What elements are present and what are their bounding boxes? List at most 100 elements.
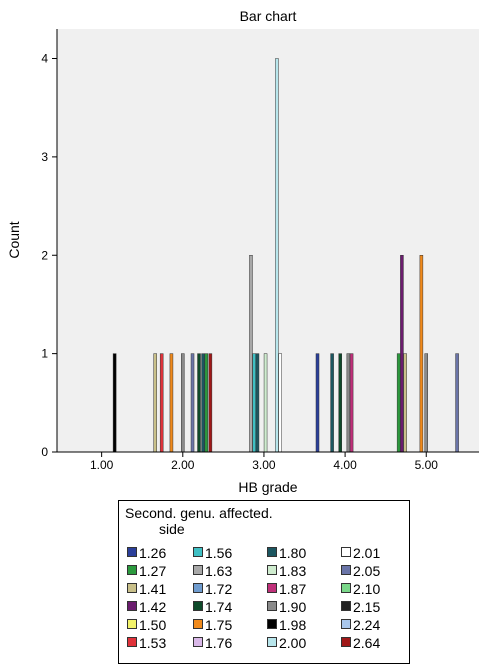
legend-item: 2.24 xyxy=(341,618,380,632)
bar-1-41 xyxy=(403,353,407,453)
legend-title-line-2: side xyxy=(159,521,185,537)
legend-label: 2.05 xyxy=(353,563,381,579)
bar-1-98 xyxy=(112,353,117,453)
legend-item: 1.76 xyxy=(193,636,232,650)
x-axis-label: HB grade xyxy=(238,479,297,495)
legend-label: 1.76 xyxy=(205,635,233,651)
bar-1-75 xyxy=(419,255,424,453)
bar-1-83 xyxy=(263,353,268,453)
legend-swatch xyxy=(127,619,137,629)
legend-item: 2.00 xyxy=(267,636,306,650)
legend-swatch xyxy=(341,601,351,611)
legend-swatch xyxy=(267,547,277,557)
legend-label: 2.24 xyxy=(353,617,381,633)
legend-swatch xyxy=(193,547,203,557)
legend-swatch xyxy=(193,619,203,629)
legend-title: Second. genu. affected. side xyxy=(125,505,325,537)
bar-1-42 xyxy=(400,255,404,453)
y-tick-label: 4 xyxy=(41,52,48,66)
bar-2-05 xyxy=(455,353,459,453)
legend-swatch xyxy=(127,601,137,611)
legend-label: 2.00 xyxy=(279,635,307,651)
legend-label: 1.50 xyxy=(139,617,167,633)
legend-swatch xyxy=(341,583,351,593)
legend-label: 2.15 xyxy=(353,599,381,615)
legend-item: 1.42 xyxy=(127,600,166,614)
x-tick-label: 2.00 xyxy=(171,458,195,472)
y-tick-label: 3 xyxy=(41,150,48,164)
bar-2-64 xyxy=(208,353,213,453)
legend-swatch xyxy=(193,565,203,575)
legend-item: 2.15 xyxy=(341,600,380,614)
bar-1-63 xyxy=(249,255,253,453)
bar-1-74 xyxy=(338,353,342,453)
legend-label: 2.64 xyxy=(353,635,381,651)
bar-2-01 xyxy=(278,353,282,453)
legend-label: 1.74 xyxy=(205,599,233,615)
legend-item: 1.90 xyxy=(267,600,306,614)
legend-swatch xyxy=(193,583,203,593)
legend-item: 1.72 xyxy=(193,582,232,596)
legend-label: 2.10 xyxy=(353,581,381,597)
legend-swatch xyxy=(341,619,351,629)
legend-label: 1.63 xyxy=(205,563,233,579)
legend-title-line-1: Second. genu. affected. xyxy=(125,505,273,521)
legend-label: 2.01 xyxy=(353,545,381,561)
legend-swatch xyxy=(341,637,351,647)
bar-1-26 xyxy=(315,353,320,453)
legend-item: 1.87 xyxy=(267,582,306,596)
bar-1-27 xyxy=(396,353,401,453)
legend-item: 1.98 xyxy=(267,618,306,632)
legend-label: 1.80 xyxy=(279,545,307,561)
legend: Second. genu. affected. side 1.26 1.27 1.4… xyxy=(118,500,410,664)
x-ticks-group: 1.00 2.00 3.00 4.00 5.00 xyxy=(90,452,438,472)
legend-label: 1.90 xyxy=(279,599,307,615)
legend-label: 1.83 xyxy=(279,563,307,579)
legend-label: 1.87 xyxy=(279,581,307,597)
bar-2-00 xyxy=(275,58,279,453)
legend-item: 2.05 xyxy=(341,564,380,578)
legend-swatch xyxy=(127,547,137,557)
plot-area xyxy=(57,29,479,452)
legend-item: 1.27 xyxy=(127,564,166,578)
legend-swatch xyxy=(127,637,137,647)
legend-swatch xyxy=(267,565,277,575)
legend-swatch xyxy=(193,637,203,647)
legend-item: 1.50 xyxy=(127,618,166,632)
bar-1-90 xyxy=(424,353,428,453)
legend-item: 1.26 xyxy=(127,546,166,560)
bar-chart: Bar chart 0 1 2 3 4 1.00 2.00 3.00 4.00 5.00 HB … xyxy=(6,8,479,495)
bar-1-74 xyxy=(197,353,201,453)
bar-1-80 xyxy=(330,353,334,453)
legend-swatch xyxy=(267,601,277,611)
legend-item: 2.01 xyxy=(341,546,380,560)
legend-item: 2.10 xyxy=(341,582,380,596)
chart-title: Bar chart xyxy=(240,8,297,24)
legend-item: 1.41 xyxy=(127,582,166,596)
legend-label: 1.75 xyxy=(205,617,233,633)
legend-swatch xyxy=(267,619,277,629)
y-tick-label: 2 xyxy=(41,248,48,262)
bar-1-53 xyxy=(159,353,164,453)
x-tick-label: 5.00 xyxy=(415,458,439,472)
legend-label: 1.72 xyxy=(205,581,233,597)
legend-item: 1.74 xyxy=(193,600,232,614)
legend-label: 1.42 xyxy=(139,599,167,615)
legend-swatch xyxy=(127,583,137,593)
y-tick-label: 0 xyxy=(41,445,48,459)
legend-swatch xyxy=(267,637,277,647)
y-ticks-group: 0 1 2 3 4 xyxy=(41,52,57,459)
legend-label: 1.53 xyxy=(139,635,167,651)
bars-group xyxy=(112,58,459,453)
legend-item: 1.83 xyxy=(267,564,306,578)
bar-1-90 xyxy=(346,353,351,453)
bar-1-27 xyxy=(204,353,209,453)
legend-label: 1.26 xyxy=(139,545,167,561)
bar-1-75 xyxy=(169,353,174,453)
legend-swatch xyxy=(341,565,351,575)
legend-swatch xyxy=(193,601,203,611)
legend-item: 1.56 xyxy=(193,546,232,560)
bar-1-41 xyxy=(153,353,157,453)
legend-item: 1.53 xyxy=(127,636,166,650)
legend-item: 1.80 xyxy=(267,546,306,560)
